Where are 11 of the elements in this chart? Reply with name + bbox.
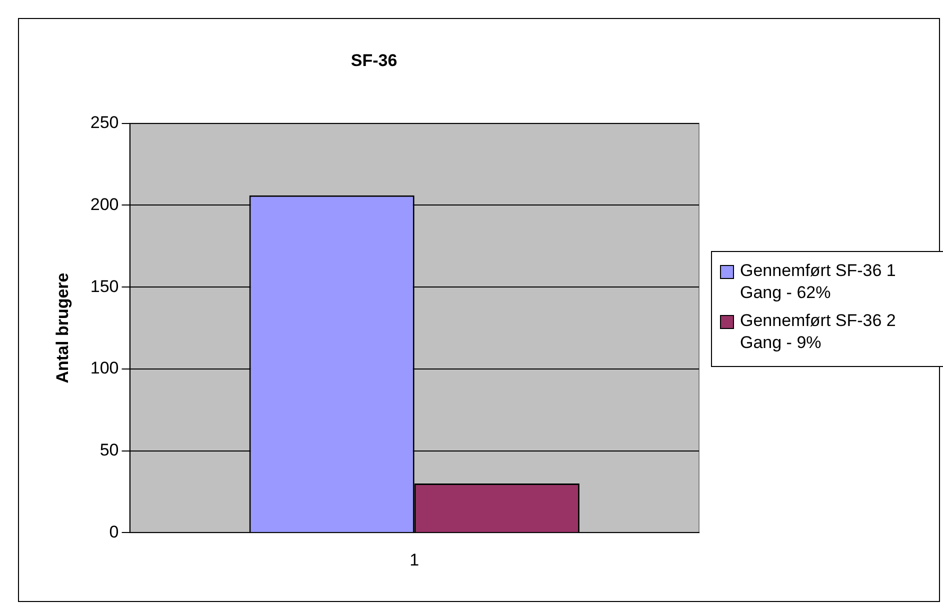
legend-label: Gennemført SF-36 1 Gang - 62%	[740, 260, 897, 304]
legend-label: Gennemført SF-36 2 Gang - 9%	[740, 310, 897, 354]
chart-title: SF-36	[350, 50, 398, 70]
x-tick-label: 1	[410, 550, 420, 570]
y-tick-label: 200	[90, 194, 119, 214]
y-tick-label: 150	[90, 276, 119, 296]
y-tick-label: 50	[100, 440, 119, 460]
y-axis-title: Antal brugere	[52, 272, 72, 384]
y-tick-label: 250	[90, 113, 119, 132]
y-tick-label: 0	[109, 522, 119, 542]
y-tick-label: 100	[90, 358, 119, 378]
